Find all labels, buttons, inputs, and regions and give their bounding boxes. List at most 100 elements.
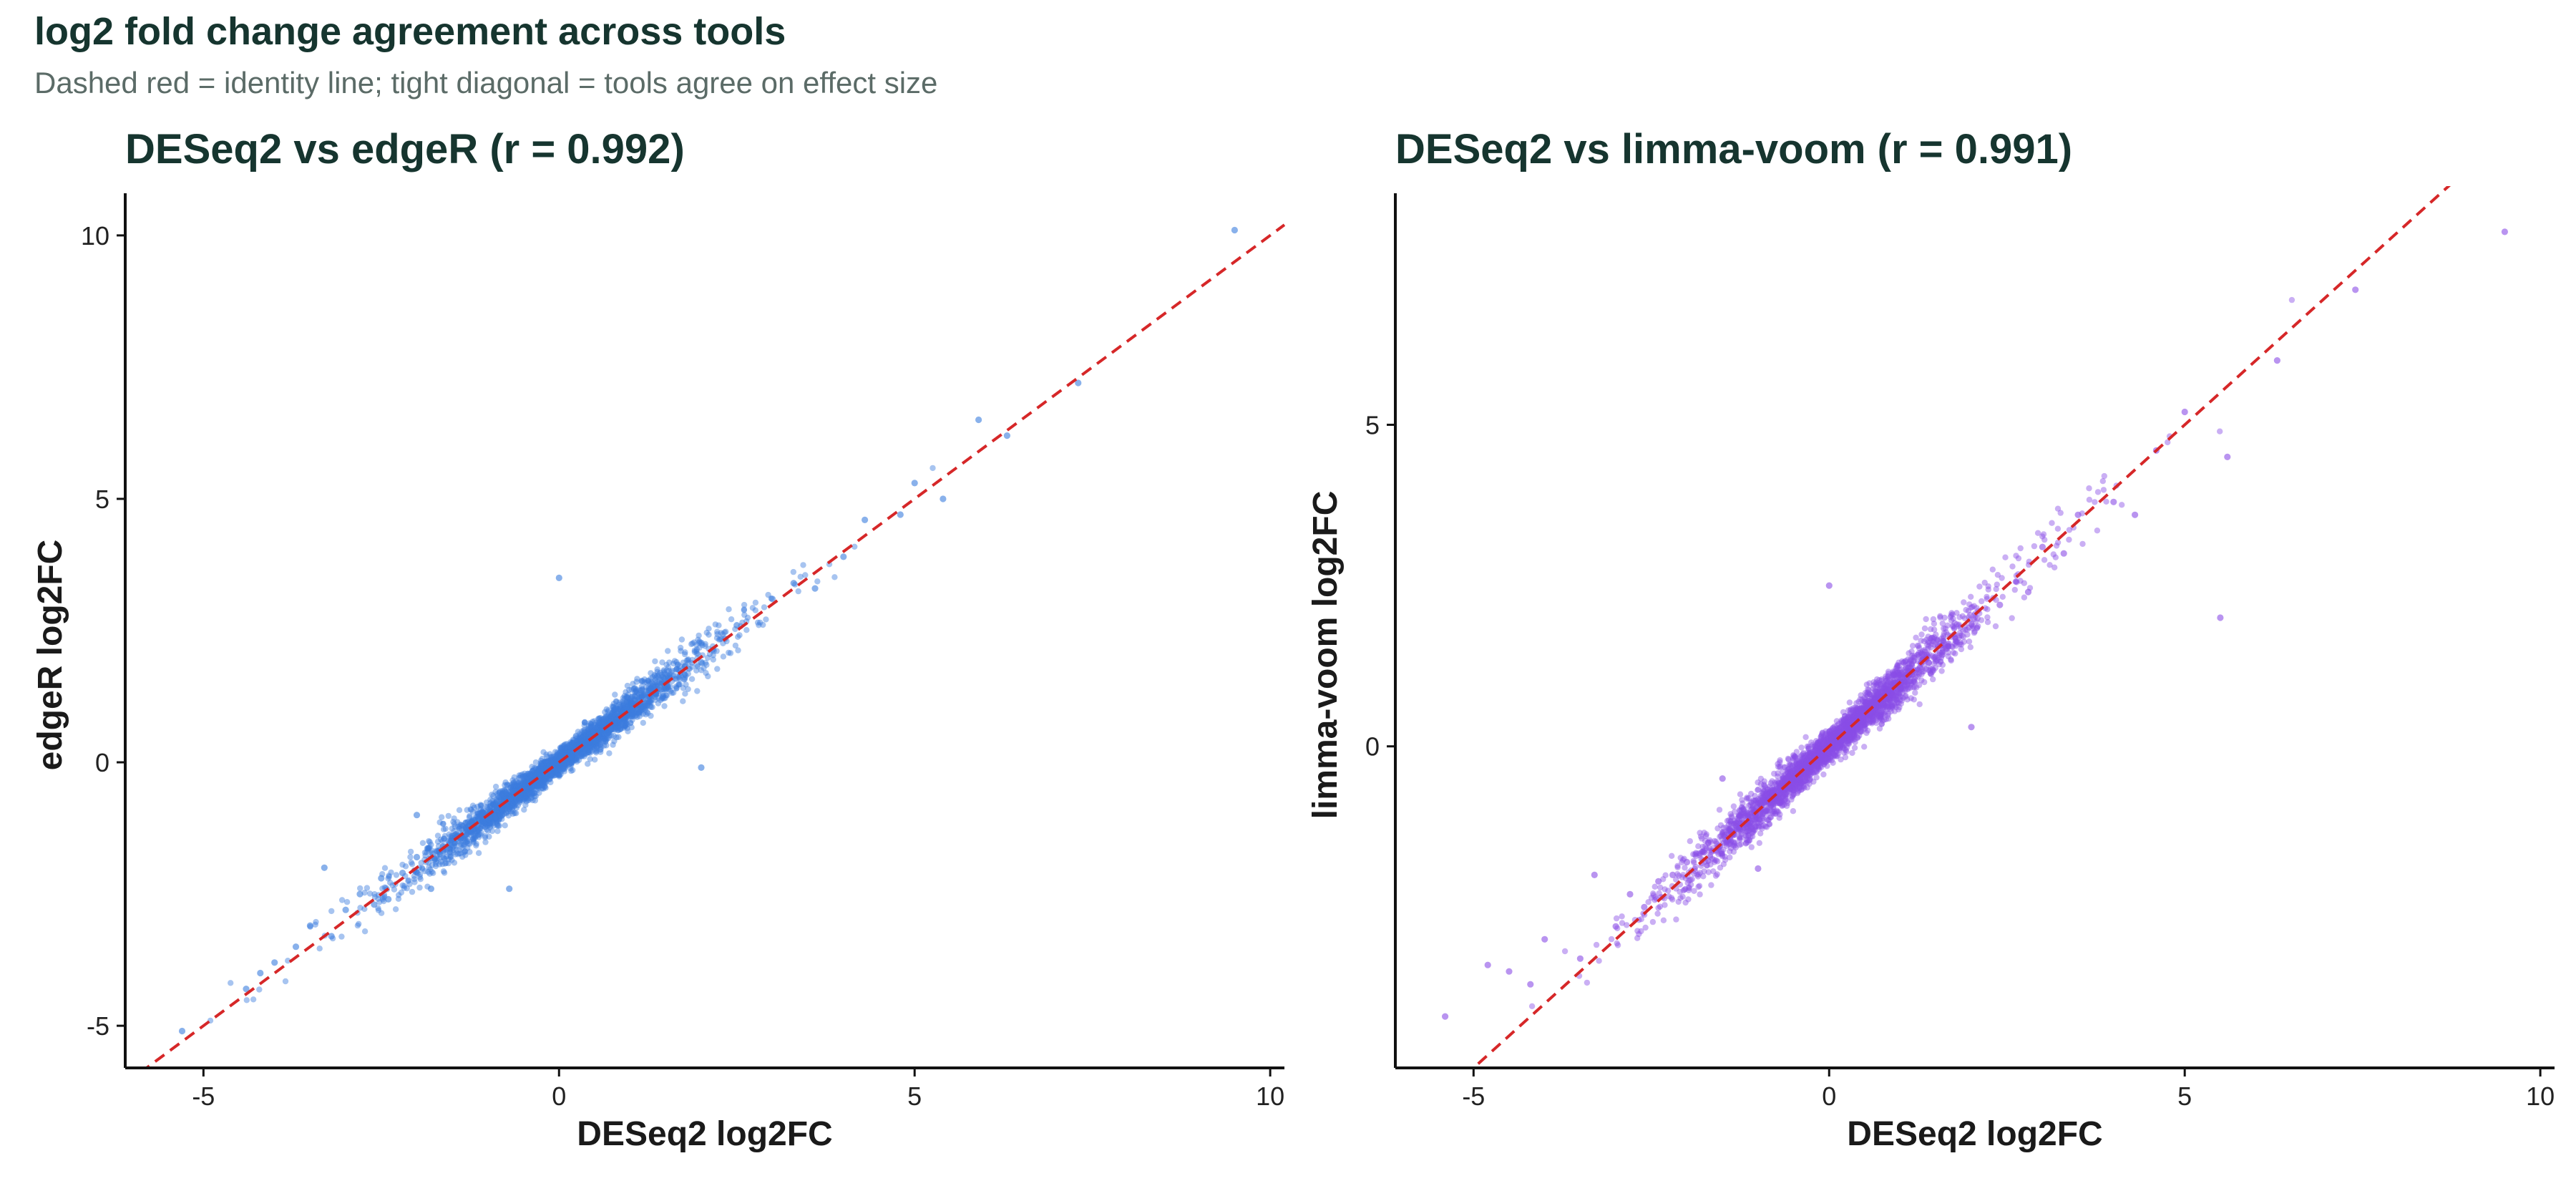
- data-point: [633, 687, 640, 694]
- data-point: [811, 585, 819, 592]
- data-point: [392, 906, 399, 913]
- data-point: [638, 679, 645, 685]
- data-point: [634, 693, 640, 700]
- data-point: [356, 920, 362, 928]
- data-point: [2031, 543, 2038, 550]
- data-point: [522, 782, 528, 789]
- data-point: [491, 822, 497, 829]
- data-point: [643, 699, 650, 706]
- data-point: [440, 820, 447, 827]
- data-point: [552, 756, 558, 762]
- data-point: [597, 724, 603, 731]
- data-point: [479, 817, 485, 824]
- data-point: [512, 801, 519, 807]
- data-point: [555, 762, 562, 769]
- data-point: [514, 784, 522, 792]
- data-point: [582, 737, 588, 743]
- data-point: [494, 791, 500, 797]
- data-point: [587, 730, 594, 737]
- data-point: [425, 845, 431, 851]
- data-point: [639, 704, 645, 711]
- data-point: [522, 787, 529, 794]
- data-point: [598, 725, 605, 732]
- data-point: [444, 838, 452, 845]
- data-point: [1798, 744, 1805, 751]
- data-point: [517, 797, 523, 804]
- data-point: [543, 761, 550, 767]
- data-point: [542, 774, 549, 780]
- data-point: [581, 736, 587, 743]
- data-point: [434, 832, 441, 839]
- data-point: [1961, 599, 1967, 606]
- data-point: [522, 782, 530, 789]
- data-point: [509, 786, 515, 793]
- data-point: [535, 782, 541, 788]
- data-point: [627, 720, 634, 726]
- data-point: [501, 795, 507, 802]
- x-tick-label: 10: [1256, 1082, 1284, 1111]
- data-point: [499, 790, 505, 797]
- data-point: [1619, 913, 1625, 920]
- data-point: [504, 782, 510, 788]
- data-point: [552, 769, 559, 775]
- data-point: [537, 757, 545, 764]
- data-point: [665, 667, 672, 674]
- data-point: [1584, 979, 1591, 986]
- data-point: [555, 764, 562, 772]
- data-point: [399, 882, 406, 889]
- data-point: [613, 723, 619, 729]
- data-point: [525, 797, 531, 803]
- data-point: [611, 706, 618, 713]
- data-point: [584, 744, 591, 752]
- data-point: [477, 806, 484, 812]
- data-point: [636, 713, 643, 719]
- data-point: [508, 787, 515, 794]
- data-point: [521, 778, 527, 784]
- data-point: [477, 802, 484, 810]
- data-point: [592, 757, 598, 763]
- data-point: [597, 735, 605, 742]
- y-axis-label-edger: edgeR log2FC: [31, 540, 69, 771]
- data-point: [440, 854, 447, 861]
- data-point: [507, 782, 513, 789]
- data-point: [595, 727, 602, 734]
- data-point: [567, 765, 574, 772]
- data-point: [494, 821, 500, 827]
- data-point: [548, 759, 555, 765]
- data-point: [635, 711, 643, 717]
- data-point: [371, 894, 379, 900]
- data-point: [425, 845, 431, 852]
- data-point: [481, 820, 488, 827]
- data-point: [509, 792, 516, 798]
- data-point: [595, 716, 602, 722]
- data-point: [645, 687, 652, 694]
- data-point: [645, 677, 651, 684]
- data-point: [577, 732, 584, 739]
- data-point: [522, 785, 530, 792]
- data-point: [555, 763, 562, 769]
- data-point: [930, 465, 936, 472]
- data-point: [381, 865, 389, 871]
- data-point: [505, 792, 512, 799]
- data-point: [464, 838, 471, 845]
- data-point: [1662, 872, 1669, 879]
- data-point: [573, 757, 580, 763]
- data-point: [636, 691, 643, 698]
- data-point: [542, 759, 548, 765]
- data-point: [616, 719, 623, 726]
- data-point: [544, 753, 550, 760]
- data-point: [530, 784, 536, 791]
- data-point: [448, 842, 454, 849]
- data-point: [570, 740, 577, 747]
- data-point: [655, 674, 662, 681]
- data-point: [655, 683, 661, 689]
- data-point: [510, 795, 517, 802]
- y-tick-label: -5: [87, 1011, 109, 1041]
- data-point: [483, 804, 490, 810]
- data-point: [582, 750, 589, 757]
- data-point: [597, 731, 604, 737]
- data-point: [528, 772, 535, 779]
- data-point: [522, 786, 529, 792]
- data-point: [615, 706, 622, 713]
- data-point: [594, 744, 600, 751]
